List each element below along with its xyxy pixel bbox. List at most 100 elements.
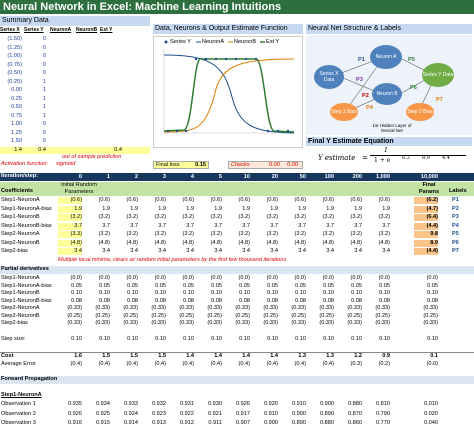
row-cell: 0.922 [180,410,194,417]
row-cell: 0.05 [379,282,390,289]
summary-cell: (0.75) [7,61,22,68]
row-cell: 1.4 [214,353,222,359]
node-series-x: Series X Data [314,65,344,89]
iteration-step: 10 [243,174,250,180]
summary-cell: (1.50) [7,36,22,42]
legend-neuron-a: NeuronA [202,39,225,45]
row-cell: (0.33) [151,320,166,326]
highlight-x: 1.4 [14,147,22,153]
row-cell: (6.4) [414,214,438,221]
row-cell: 3.4 [214,248,222,254]
summary-cell: 1 [42,87,46,93]
checks-value-2: 0.00 [287,162,298,168]
row-cell: 1.6 [74,353,82,359]
row-cell: 0.05 [267,282,278,289]
row-cell: 3.4 [298,248,306,254]
activation-value: sigmoid [56,161,76,167]
row-cell: 0.010 [424,401,438,407]
row-cell: (3.2) [266,214,278,220]
row-cell: 0.10 [379,336,390,342]
row-cell: (0.25) [291,312,306,319]
hidden-layer-note: 1st Hidden Layer of Neural Net [372,123,412,133]
summary-header: Summary Data [0,16,150,26]
summary-col-header: Series X [0,27,20,33]
row-cell: (0.25) [179,312,194,319]
row-cell: (0.0) [350,275,362,281]
row-cell: 0.911 [208,420,222,426]
row-cell: (4.8) [210,239,222,246]
summary-cell: 1 [42,95,46,102]
row-cell: 1.5 [102,353,110,359]
row-cell: 0.10 [239,290,250,296]
row-cell: 0.931 [180,401,194,407]
row-cell: 3.7 [354,222,362,229]
summary-cell: 0 [42,70,46,76]
row-param-label: P1 [452,197,459,203]
forward-sub-header: Step1-NeuronA [1,392,42,398]
row-cell: (0.4) [98,361,110,367]
row-cell: (0.25) [67,312,82,319]
row-cell: (0.6) [378,197,390,203]
row-cell: 0.870 [348,410,362,417]
row-cell: (0.33) [235,305,250,311]
row-cell: (3.2) [210,231,222,237]
row-cell: 0.10 [351,336,362,342]
row-cell: (4.7) [414,205,438,213]
row-param-label: P4 [452,222,459,229]
iteration-bar: Iteration/step: 0 1 2 3 4 5 10 20 50 100 200 1,000 1… [0,173,474,181]
row-cell: 0.10 [211,290,222,296]
checks-box: Checks 0.00 0.00 [228,161,303,169]
row-cell: (0.4) [294,361,306,367]
equation-term-3: 4.4 [442,155,450,161]
row-cell: 0.810 [376,401,390,407]
row-cell: 0.10 [155,336,166,342]
row-cell: (0.25) [423,312,438,319]
summary-cell: 1 [42,104,46,110]
iteration-step: 10,000 [420,174,438,180]
row-cell: (4.8) [126,239,138,246]
node-neuron-b: Neuron B [372,83,402,105]
coefficients-note: Multiple local minima, clears w/ random … [58,257,287,263]
iteration-step: 100 [324,174,334,180]
row-label: Step1-NeuronB-bias [1,297,52,304]
node-neuron-a: Neuron A [370,45,402,69]
row-cell: 0.08 [427,297,438,304]
row-cell: (0.0) [378,275,390,281]
row-cell: (4.8) [378,239,390,246]
row-cell: 3.7 [186,222,194,229]
row-cell: 1.9 [354,205,362,212]
row-cell: 3.7 [242,222,250,229]
iteration-step: 0 [78,174,82,180]
row-cell: 0.05 [239,282,250,289]
partials-header: Partial derivatives [1,266,49,272]
row-cell: (3.2) [98,214,110,220]
row-param-label: P3 [452,214,459,220]
row-cell: 0.05 [295,282,306,289]
row-cell: 0.10 [239,336,250,342]
row-cell: 0.933 [124,401,138,407]
network-header: Neural Net Structure & Labels [306,24,472,34]
summary-col-header: NeuronB [76,27,98,33]
row-cell: (0.33) [207,305,222,311]
row-cell: (0.33) [347,320,362,326]
row-cell: 0.915 [96,420,110,426]
summary-cell: 1.25 [11,129,22,136]
row-cell: (3.2) [154,214,166,220]
highlight-y: 0.4 [38,147,46,153]
row-cell: (0.0) [182,275,194,281]
summary-cell: 1 [42,112,46,119]
param-label-p7: P7 [436,97,443,103]
row-cell: (0.6) [98,197,110,203]
row-cell: (0.6) [182,197,194,203]
row-cell: (0.6) [322,197,334,203]
row-cell: (0.25) [123,312,138,319]
row-cell: 0.890 [292,420,306,426]
row-cell: (4.8) [98,239,110,246]
row-cell: (0.33) [263,305,278,311]
row-cell: (3.2) [238,231,250,237]
row-cell: 1.3 [326,353,334,359]
row-cell: (0.4) [322,361,334,367]
row-label: Step2-NeuronB [1,312,40,319]
row-cell: (0.0) [322,275,334,281]
row-cell: (0.6) [350,197,362,203]
